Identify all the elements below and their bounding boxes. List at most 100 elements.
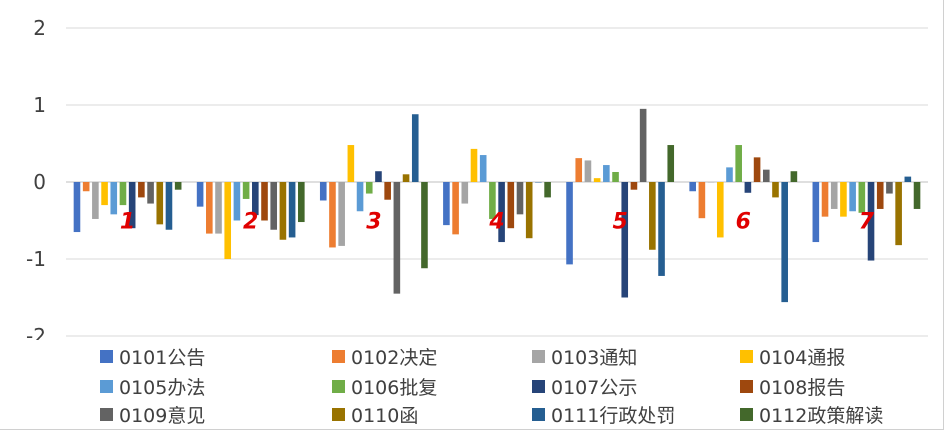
category-label: 1 — [120, 210, 135, 235]
bar — [298, 182, 305, 223]
bar — [735, 145, 742, 182]
bar — [849, 182, 856, 212]
bar — [470, 148, 478, 182]
bar — [174, 182, 182, 190]
bar — [319, 182, 327, 201]
bar — [593, 178, 601, 182]
bar — [812, 182, 820, 243]
bar — [375, 171, 382, 182]
category-label: 5 — [612, 210, 627, 235]
bar — [215, 182, 222, 234]
bar — [772, 182, 779, 198]
bar — [128, 182, 136, 229]
bar — [461, 182, 469, 204]
legend-swatch — [740, 349, 753, 363]
bar — [233, 182, 241, 221]
bar — [138, 182, 145, 198]
y-tick-label: -2 — [26, 324, 46, 340]
legend-item: 0103通知 — [532, 343, 637, 369]
legend-item: 0111行政处罚 — [532, 401, 675, 427]
legend-swatch — [740, 407, 753, 421]
category-label: 3 — [366, 210, 381, 235]
bar — [840, 182, 847, 217]
y-tick-label: -1 — [26, 247, 46, 271]
legend-item: 0101公告 — [100, 343, 205, 369]
legend-swatch — [532, 349, 545, 363]
bar — [762, 169, 770, 182]
bar — [224, 182, 232, 259]
category-label: 2 — [243, 210, 258, 235]
bar — [584, 160, 592, 182]
bar — [516, 182, 524, 215]
legend-swatch — [332, 407, 345, 421]
bar — [744, 182, 752, 193]
bar — [443, 182, 450, 226]
bar — [110, 182, 118, 215]
bar — [261, 182, 268, 221]
bar — [101, 182, 108, 206]
legend-item: 0102决定 — [332, 343, 437, 369]
bar — [630, 182, 638, 190]
bar — [498, 182, 505, 243]
legend: 0101公告 0102决定 0103通知 0104通报 0105办法 0106批复 0107… — [100, 343, 940, 427]
legend-item: 0108报告 — [740, 373, 845, 399]
legend-swatch — [332, 379, 345, 393]
bar — [489, 182, 496, 219]
bar — [707, 182, 715, 183]
bar — [886, 182, 893, 194]
bar — [603, 165, 610, 182]
gridlines — [66, 27, 928, 337]
bar — [507, 182, 515, 229]
bar — [393, 182, 401, 294]
bar — [384, 182, 391, 200]
legend-item: 0106批复 — [332, 373, 437, 399]
legend-label: 0102决定 — [351, 346, 438, 369]
legend-label: 0109意见 — [119, 404, 206, 427]
y-tick-label: 0 — [33, 170, 46, 194]
legend-swatch — [100, 407, 113, 421]
bar — [196, 182, 204, 207]
bar — [365, 182, 373, 194]
bar — [82, 182, 90, 192]
bar — [698, 182, 706, 219]
bar — [479, 155, 487, 182]
bar — [242, 182, 250, 199]
bar — [206, 182, 213, 234]
bar — [288, 182, 296, 238]
bar — [753, 157, 761, 182]
legend-swatch — [100, 379, 113, 393]
bar — [667, 145, 675, 182]
bar — [452, 182, 459, 235]
category-labels: 1 2 3 4 5 6 7 — [120, 210, 875, 235]
y-tick-label: 2 — [33, 16, 46, 40]
legend-label: 0110函 — [351, 404, 419, 427]
bar — [147, 182, 154, 204]
bar — [858, 182, 866, 213]
bar — [658, 182, 665, 276]
bar — [575, 158, 583, 182]
bar — [119, 182, 127, 206]
bar — [716, 182, 724, 238]
legend-swatch — [532, 379, 545, 393]
bar — [876, 182, 884, 209]
bars — [73, 108, 921, 303]
bar — [689, 182, 696, 192]
legend-label: 0106批复 — [351, 376, 438, 399]
chart-plot: 2 1 0 -1 -2 1 2 3 4 5 6 7 — [26, 16, 928, 340]
legend-item: 0104通报 — [740, 343, 845, 369]
bar — [356, 182, 364, 212]
bar — [347, 145, 355, 182]
bar — [411, 114, 419, 182]
y-tick-label: 1 — [33, 93, 46, 117]
legend-label: 0111行政处罚 — [551, 404, 676, 427]
bar — [913, 182, 921, 209]
bar — [566, 182, 573, 265]
bar — [821, 182, 829, 217]
legend-label: 0108报告 — [759, 376, 846, 399]
category-label: 4 — [488, 210, 504, 235]
bar — [156, 182, 164, 225]
bar — [649, 182, 656, 250]
bar — [92, 182, 99, 219]
bar — [329, 182, 336, 248]
bar — [165, 182, 173, 230]
